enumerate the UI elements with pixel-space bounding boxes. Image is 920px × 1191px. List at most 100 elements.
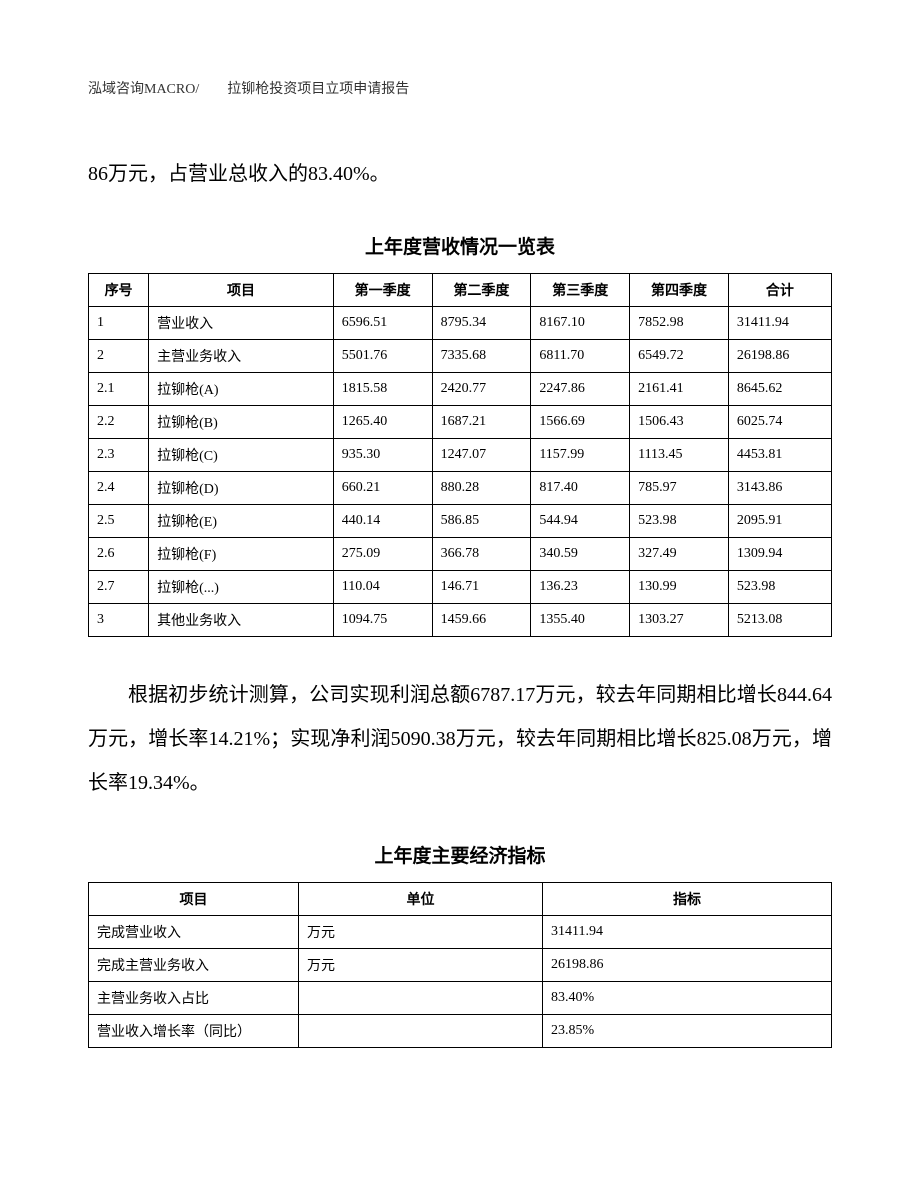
table-row: 2主营业务收入5501.767335.686811.706549.7226198… xyxy=(89,340,832,373)
table-cell: 130.99 xyxy=(630,571,729,604)
table-cell: 拉铆枪(E) xyxy=(149,505,334,538)
table-row: 2.5拉铆枪(E)440.14586.85544.94523.982095.91 xyxy=(89,505,832,538)
table-cell: 6025.74 xyxy=(728,406,831,439)
table-cell: 拉铆枪(D) xyxy=(149,472,334,505)
table-cell: 拉铆枪(F) xyxy=(149,538,334,571)
table-cell: 23.85% xyxy=(543,1015,832,1048)
table-cell: 2.1 xyxy=(89,373,149,406)
table-cell: 主营业务收入占比 xyxy=(89,982,299,1015)
table-cell: 拉铆枪(...) xyxy=(149,571,334,604)
table-cell: 5213.08 xyxy=(728,604,831,637)
table-row: 营业收入增长率（同比） 23.85% xyxy=(89,1015,832,1048)
table-cell: 935.30 xyxy=(333,439,432,472)
table-row: 完成主营业务收入万元26198.86 xyxy=(89,949,832,982)
paragraph-1: 86万元，占营业总收入的83.40%。 xyxy=(88,152,832,196)
table-cell: 136.23 xyxy=(531,571,630,604)
table-cell: 1355.40 xyxy=(531,604,630,637)
table-cell: 275.09 xyxy=(333,538,432,571)
table-cell: 1459.66 xyxy=(432,604,531,637)
page-header: 泓域咨询MACRO/ 拉铆枪投资项目立项申请报告 xyxy=(88,78,832,98)
table-cell: 7852.98 xyxy=(630,307,729,340)
table-cell: 完成主营业务收入 xyxy=(89,949,299,982)
table-row: 1营业收入6596.518795.348167.107852.9831411.9… xyxy=(89,307,832,340)
table-cell: 2.4 xyxy=(89,472,149,505)
table-cell: 6811.70 xyxy=(531,340,630,373)
table-cell: 3143.86 xyxy=(728,472,831,505)
table-cell: 31411.94 xyxy=(543,916,832,949)
table-cell: 2420.77 xyxy=(432,373,531,406)
table-cell: 110.04 xyxy=(333,571,432,604)
table-cell: 1113.45 xyxy=(630,439,729,472)
table-cell: 1 xyxy=(89,307,149,340)
table-row: 2.6拉铆枪(F)275.09366.78340.59327.491309.94 xyxy=(89,538,832,571)
table1-col-q4: 第四季度 xyxy=(630,274,729,307)
table-cell: 拉铆枪(A) xyxy=(149,373,334,406)
table1-col-seq: 序号 xyxy=(89,274,149,307)
table-row: 2.3拉铆枪(C)935.301247.071157.991113.454453… xyxy=(89,439,832,472)
table-cell: 1687.21 xyxy=(432,406,531,439)
table-cell: 660.21 xyxy=(333,472,432,505)
table-cell: 8795.34 xyxy=(432,307,531,340)
table-cell: 7335.68 xyxy=(432,340,531,373)
revenue-table: 序号 项目 第一季度 第二季度 第三季度 第四季度 合计 1营业收入6596.5… xyxy=(88,273,832,637)
table1-header-row: 序号 项目 第一季度 第二季度 第三季度 第四季度 合计 xyxy=(89,274,832,307)
table-cell: 5501.76 xyxy=(333,340,432,373)
table-cell: 1815.58 xyxy=(333,373,432,406)
table-cell: 2.3 xyxy=(89,439,149,472)
table-cell: 2.5 xyxy=(89,505,149,538)
table-cell: 2.2 xyxy=(89,406,149,439)
indicator-table: 项目 单位 指标 完成营业收入万元31411.94完成主营业务收入万元26198… xyxy=(88,882,832,1048)
table-cell: 1309.94 xyxy=(728,538,831,571)
table-cell: 146.71 xyxy=(432,571,531,604)
table-cell xyxy=(299,982,543,1015)
table1-col-q3: 第三季度 xyxy=(531,274,630,307)
table-cell: 6596.51 xyxy=(333,307,432,340)
table-cell: 340.59 xyxy=(531,538,630,571)
table-row: 完成营业收入万元31411.94 xyxy=(89,916,832,949)
table-cell: 26198.86 xyxy=(543,949,832,982)
table-row: 3其他业务收入1094.751459.661355.401303.275213.… xyxy=(89,604,832,637)
table-cell: 3 xyxy=(89,604,149,637)
table-cell: 586.85 xyxy=(432,505,531,538)
table-row: 2.1拉铆枪(A)1815.582420.772247.862161.41864… xyxy=(89,373,832,406)
table1-col-q2: 第二季度 xyxy=(432,274,531,307)
table2-col-val: 指标 xyxy=(543,883,832,916)
table-cell: 营业收入 xyxy=(149,307,334,340)
table-cell: 营业收入增长率（同比） xyxy=(89,1015,299,1048)
table-cell: 1247.07 xyxy=(432,439,531,472)
table-cell: 拉铆枪(B) xyxy=(149,406,334,439)
table-cell: 1094.75 xyxy=(333,604,432,637)
table-cell: 万元 xyxy=(299,916,543,949)
table-cell: 拉铆枪(C) xyxy=(149,439,334,472)
table-row: 2.4拉铆枪(D)660.21880.28817.40785.973143.86 xyxy=(89,472,832,505)
table-cell: 1303.27 xyxy=(630,604,729,637)
table-row: 2.2拉铆枪(B)1265.401687.211566.691506.43602… xyxy=(89,406,832,439)
table-cell xyxy=(299,1015,543,1048)
table-cell: 8167.10 xyxy=(531,307,630,340)
table-cell: 8645.62 xyxy=(728,373,831,406)
table-cell: 327.49 xyxy=(630,538,729,571)
table-cell: 2161.41 xyxy=(630,373,729,406)
table2-title: 上年度主要经济指标 xyxy=(88,841,832,868)
table-row: 主营业务收入占比 83.40% xyxy=(89,982,832,1015)
table1-col-total: 合计 xyxy=(728,274,831,307)
table-cell: 440.14 xyxy=(333,505,432,538)
table2-col-unit: 单位 xyxy=(299,883,543,916)
table-cell: 26198.86 xyxy=(728,340,831,373)
table-cell: 万元 xyxy=(299,949,543,982)
table2-col-item: 项目 xyxy=(89,883,299,916)
table1-col-item: 项目 xyxy=(149,274,334,307)
table-cell: 2247.86 xyxy=(531,373,630,406)
table-row: 2.7拉铆枪(...)110.04146.71136.23130.99523.9… xyxy=(89,571,832,604)
table-cell: 2 xyxy=(89,340,149,373)
table-cell: 2.7 xyxy=(89,571,149,604)
table1-title: 上年度营收情况一览表 xyxy=(88,232,832,259)
table-cell: 2095.91 xyxy=(728,505,831,538)
table-cell: 1566.69 xyxy=(531,406,630,439)
table-cell: 83.40% xyxy=(543,982,832,1015)
table-cell: 1157.99 xyxy=(531,439,630,472)
table2-header-row: 项目 单位 指标 xyxy=(89,883,832,916)
table-cell: 2.6 xyxy=(89,538,149,571)
table1-col-q1: 第一季度 xyxy=(333,274,432,307)
table-cell: 880.28 xyxy=(432,472,531,505)
